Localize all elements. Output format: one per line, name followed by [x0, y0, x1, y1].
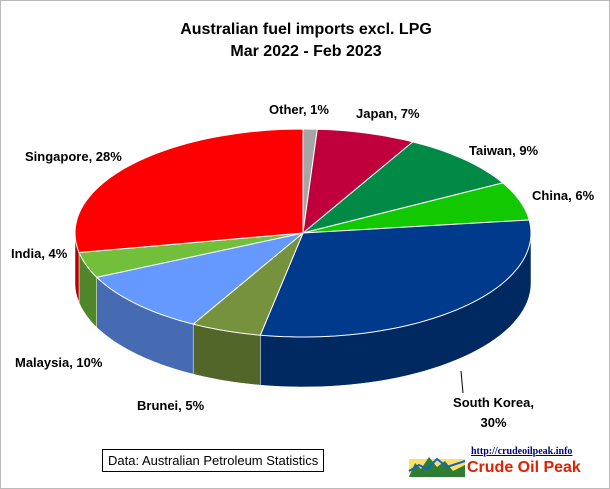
data-label: Malaysia, 10%: [15, 355, 103, 370]
data-label: Japan, 7%: [356, 106, 420, 121]
pie-slice: [192, 232, 304, 336]
data-label: Singapore, 28%: [25, 149, 122, 164]
leader-line: [460, 370, 464, 394]
data-label: South Korea, 30%: [453, 395, 534, 430]
data-label: India, 4%: [11, 246, 68, 261]
data-label: Other, 1%: [269, 102, 329, 117]
pie-slice: [259, 219, 532, 338]
data-label: Taiwan, 9%: [469, 143, 539, 158]
data-label: China, 6%: [532, 188, 595, 203]
logo-name: Crude Oil Peak: [467, 459, 581, 476]
logo-icon: [408, 457, 466, 477]
logo-url[interactable]: http://crudeoilpeak.info: [471, 446, 573, 457]
data-label: Brunei, 5%: [137, 398, 205, 413]
pie-slice: [95, 232, 304, 325]
source-note: Data: Australian Petroleum Statistics: [102, 449, 325, 472]
chart-title: Australian fuel imports excl. LPG: [180, 21, 432, 38]
pie-slice: [74, 128, 304, 254]
pie-slice: [302, 128, 414, 235]
pie-slice: [302, 182, 530, 234]
pie-slice: [78, 232, 304, 278]
chart-subtitle: Mar 2022 - Feb 2023: [230, 43, 382, 60]
pie-slice: [302, 141, 504, 234]
